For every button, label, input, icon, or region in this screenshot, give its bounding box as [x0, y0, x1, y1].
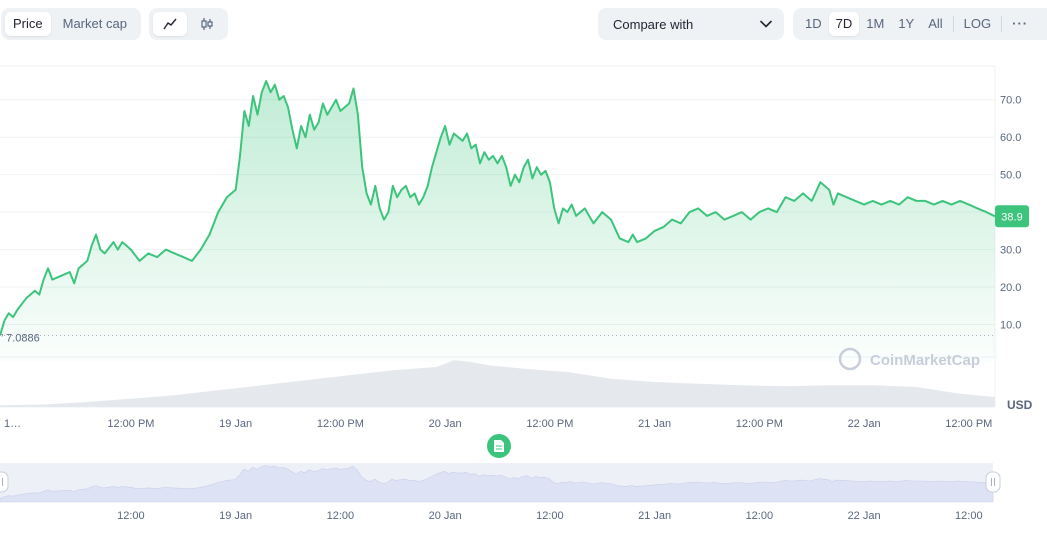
y-tick-label: 50.0	[1000, 170, 1021, 182]
range-navigator[interactable]: 12:00 19 Jan 12:00 20 Jan 12:00 21 Jan 12:00 22…	[0, 463, 1001, 522]
price-tab[interactable]: Price	[5, 12, 51, 36]
navigator-left-handle[interactable]	[0, 471, 9, 493]
x-tick-label: 20 Jan	[429, 418, 462, 430]
range-1y[interactable]: 1Y	[898, 16, 915, 31]
compare-with-dropdown[interactable]: Compare with	[598, 8, 784, 40]
navigator-left-handle-grip	[0, 471, 9, 493]
range-divider	[952, 16, 954, 32]
x-tick-label: 12:00 PM	[317, 418, 364, 430]
navigator-tick-label: 12:00	[955, 510, 983, 522]
y-tick-label: 10.0	[1000, 320, 1021, 332]
chart-annotations: ’ 7.0886 38.9 CoinMarketCap	[0, 205, 1029, 458]
price-line	[0, 80, 996, 336]
current-price-label: 38.9	[1001, 211, 1022, 223]
x-tick-label: 21 Jan	[638, 418, 671, 430]
volume-area	[0, 360, 995, 407]
metric-toggle: Price Market cap	[1, 8, 141, 40]
volume-series	[0, 360, 995, 407]
x-tick-label: 12:00 PM	[526, 418, 573, 430]
chart-toolbar: Price Market cap Compare with 1D 7D 1M 1…	[0, 8, 1047, 40]
navigator-tick-label: 12:00	[117, 510, 145, 522]
watermark-text: CoinMarketCap	[870, 352, 980, 369]
x-axis: 1… 12:00 PM 19 Jan 12:00 PM 20 Jan 12:00 PM 21…	[4, 418, 992, 430]
navigator-tick-label: 12:00	[536, 510, 564, 522]
x-tick-label: 19 Jan	[219, 418, 252, 430]
market-cap-tab[interactable]: Market cap	[62, 16, 127, 31]
price-area-fill	[0, 81, 995, 363]
compare-label: Compare with	[613, 16, 694, 32]
navigator-tick-label: 19 Jan	[219, 510, 252, 522]
navigator-tick-label: 22 Jan	[848, 510, 881, 522]
navigator-series	[0, 465, 994, 503]
range-1d[interactable]: 1D	[805, 16, 822, 31]
chart-type-toggle	[149, 8, 228, 40]
y-tick-label: 70.0	[1000, 95, 1021, 107]
range-divider	[1001, 16, 1003, 32]
more-options-icon[interactable]: ···	[1012, 16, 1029, 31]
range-1m[interactable]: 1M	[866, 16, 885, 31]
price-area	[0, 80, 996, 363]
navigator-tick-label: 12:00	[327, 510, 355, 522]
range-all[interactable]: All	[928, 16, 943, 31]
log-scale-toggle[interactable]: LOG	[963, 16, 992, 31]
navigator-right-handle-grip	[985, 471, 1001, 493]
x-tick-label: 12:00 PM	[736, 418, 783, 430]
time-range-toggle: 1D 7D 1M 1Y All LOG ···	[793, 8, 1047, 40]
navigator-tick-label: 12:00	[746, 510, 774, 522]
coinmarketcap-logo-icon	[838, 347, 862, 371]
y-tick-label: 30.0	[1000, 245, 1021, 257]
navigator-tick-label: 20 Jan	[429, 510, 462, 522]
chevron-down-icon	[760, 20, 772, 28]
start-price-label: ’ 7.0886	[1, 332, 40, 344]
x-tick-label: 12:00 PM	[107, 418, 154, 430]
navigator-right-handle[interactable]	[985, 471, 1001, 493]
line-chart-icon[interactable]	[153, 12, 187, 36]
range-7d[interactable]: 7D	[828, 12, 860, 36]
x-tick-label: 1…	[4, 418, 21, 430]
currency-label: USD	[1007, 398, 1033, 412]
navigator-tick-label: 21 Jan	[638, 510, 671, 522]
x-tick-label: 22 Jan	[848, 418, 881, 430]
candlestick-icon[interactable]	[191, 12, 225, 36]
y-tick-label: 20.0	[1000, 282, 1021, 294]
y-tick-label: 60.0	[1000, 132, 1021, 144]
current-price-badge	[995, 205, 1029, 228]
x-tick-label: 12:00 PM	[945, 418, 992, 430]
